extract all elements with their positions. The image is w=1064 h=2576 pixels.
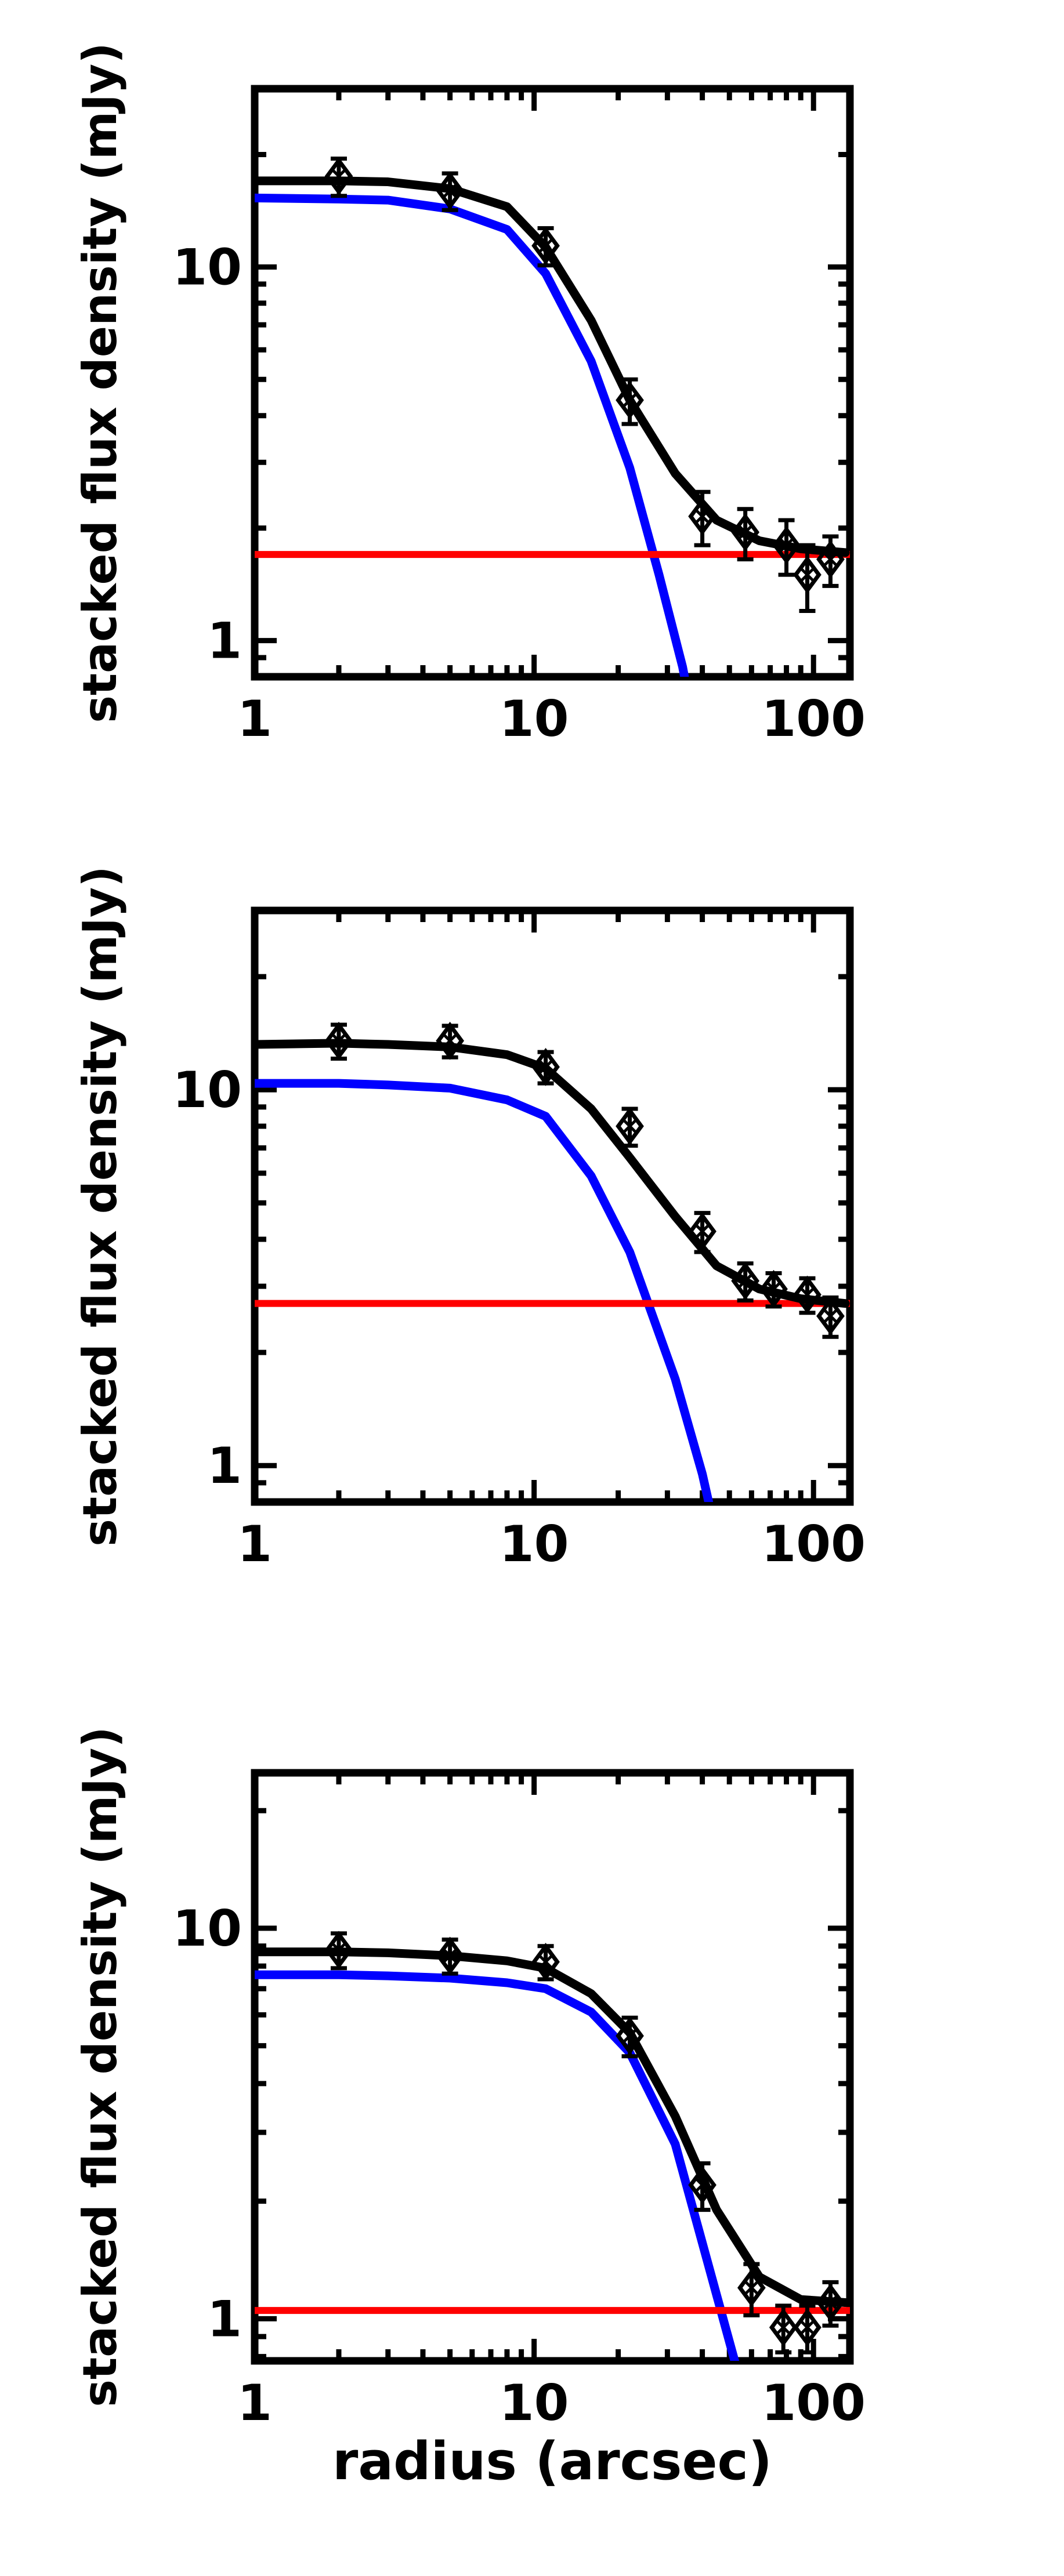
series-total — [255, 176, 850, 557]
data-point-marker — [731, 1261, 760, 1303]
series-source — [255, 1970, 740, 2361]
series-source — [255, 193, 689, 677]
data-point-marker — [816, 1295, 845, 1339]
x-tick-label: 1 — [237, 1515, 272, 1573]
x-tick-label: 1 — [237, 2374, 272, 2432]
data-point-marker — [688, 489, 716, 547]
data-point-marker — [531, 1047, 560, 1086]
data-point-marker — [688, 1211, 716, 1254]
series-total — [255, 1947, 850, 2307]
y-tick-label: 1 — [207, 1437, 242, 1495]
x-tick-label: 100 — [761, 690, 866, 748]
data-point-marker — [531, 226, 560, 268]
data-points — [324, 1021, 845, 1339]
data-points — [324, 157, 845, 614]
plot-frame — [251, 85, 854, 681]
x-tick-label: 10 — [500, 690, 569, 748]
data-point-marker — [737, 2262, 766, 2318]
y-tick-label: 10 — [172, 1061, 242, 1119]
x-tick-label: 100 — [761, 1515, 866, 1573]
data-point-marker — [772, 518, 801, 577]
data-point-marker — [759, 1269, 788, 1309]
data-point-marker — [769, 2303, 798, 2354]
data-point-marker — [731, 507, 760, 561]
x-tick-label: 1 — [237, 690, 272, 748]
plot-frame — [251, 906, 854, 1506]
series-total — [255, 1039, 850, 1308]
x-tick-label: 10 — [500, 1515, 569, 1573]
panel-2-y-axis-title: stacked flux density (mJy) — [73, 866, 127, 1547]
panel-1: 1 10 100 1 10 — [172, 85, 866, 748]
data-point-marker — [531, 1943, 560, 1982]
plot-frame — [251, 1769, 854, 2365]
series-group — [255, 176, 850, 677]
data-point-marker — [436, 1936, 464, 1976]
panel-3-y-axis-title: stacked flux density (mJy) — [73, 1726, 127, 2407]
x-tick-label: 100 — [761, 2374, 866, 2432]
y-tick-label: 1 — [207, 2290, 242, 2348]
data-point-marker — [324, 157, 353, 198]
y-tick-label: 10 — [172, 1900, 242, 1958]
data-point-marker — [616, 377, 644, 426]
series-source — [255, 1079, 714, 1502]
y-tick-label: 1 — [207, 612, 242, 670]
data-point-marker — [616, 2015, 644, 2059]
y-tick-label: 10 — [172, 238, 242, 296]
data-point-marker — [816, 2280, 845, 2328]
axis-ticks — [252, 908, 850, 1505]
data-point-marker — [816, 534, 845, 588]
data-points — [324, 1931, 845, 2354]
panel-3: 1 10 100 1 10 — [172, 1769, 866, 2432]
data-point-marker — [616, 1106, 644, 1148]
data-point-marker — [793, 543, 821, 614]
data-point-marker — [324, 1021, 353, 1061]
data-point-marker — [324, 1931, 353, 1971]
data-point-marker — [436, 171, 464, 212]
panel-2: 1 10 100 1 10 — [172, 906, 866, 1573]
data-point-marker — [688, 2161, 716, 2212]
series-group — [255, 1039, 850, 1502]
data-point-marker — [793, 1275, 821, 1315]
data-point-marker — [793, 2303, 821, 2354]
series-group — [255, 1947, 850, 2361]
data-point-marker — [436, 1021, 464, 1060]
panel-1-y-axis-title: stacked flux density (mJy) — [73, 42, 127, 723]
x-axis-title: radius (arcsec) — [332, 2431, 772, 2492]
x-tick-label: 10 — [500, 2374, 569, 2432]
